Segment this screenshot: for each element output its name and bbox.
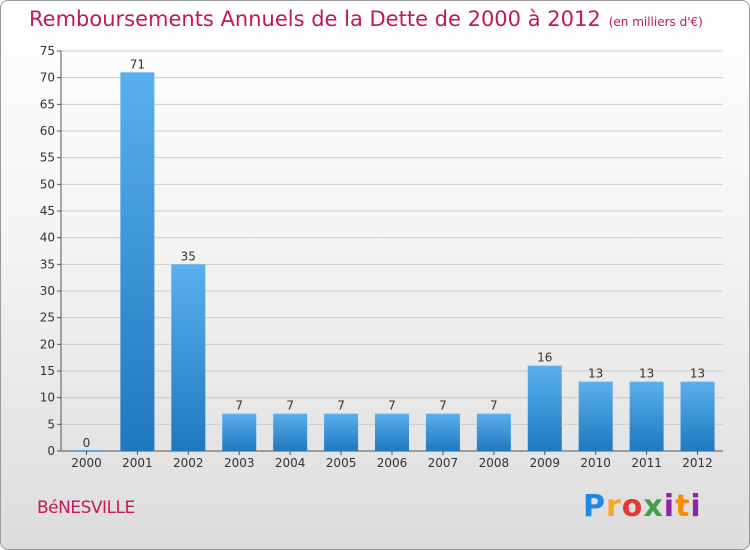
bar [171,264,206,451]
y-tick-label: 20 [40,337,55,351]
y-tick-label: 30 [40,284,55,298]
y-tick-label: 25 [40,311,55,325]
bar-value-label: 16 [537,351,552,365]
y-tick-label: 70 [40,71,55,85]
x-tick-label: 2010 [580,456,611,470]
y-tick-label: 45 [40,204,55,218]
bar-value-label: 13 [639,367,654,381]
bar-value-label: 0 [83,436,91,450]
bar [629,381,664,451]
bar [476,413,511,451]
x-tick-label: 2012 [682,456,713,470]
bar [527,365,562,451]
chart-title-text: Remboursements Annuels de la Dette de 20… [29,7,601,31]
bar-value-label: 7 [235,399,243,413]
x-tick-label: 2005 [326,456,357,470]
bar-value-label: 13 [690,367,705,381]
x-tick-label: 2004 [275,456,306,470]
y-tick-label: 75 [40,44,55,58]
bar [222,413,257,451]
bar-value-label: 7 [388,399,396,413]
bar [680,381,715,451]
chart-title: Remboursements Annuels de la Dette de 20… [29,7,703,31]
x-tick-label: 2009 [529,456,560,470]
chart-unit: (en milliers d'€) [608,15,703,29]
x-tick-label: 2001 [122,456,153,470]
y-tick-label: 5 [47,417,55,431]
commune-name: BéNESVILLE [37,498,135,518]
bar [324,413,359,451]
y-tick-label: 50 [40,177,55,191]
bar [375,413,409,451]
bar-value-label: 7 [490,399,498,413]
bar-value-label: 35 [181,249,196,263]
bar-value-label: 7 [439,399,447,413]
bar-value-label: 7 [286,399,294,413]
bar [273,413,308,451]
bar-value-label: 7 [337,399,345,413]
y-tick-label: 35 [40,257,55,271]
x-tick-label: 2000 [71,456,102,470]
y-tick-label: 10 [40,391,55,405]
y-tick-label: 60 [40,124,55,138]
y-tick-label: 55 [40,151,55,165]
x-tick-label: 2008 [479,456,510,470]
x-tick-label: 2007 [428,456,459,470]
x-tick-label: 2006 [377,456,408,470]
y-tick-label: 65 [40,97,55,111]
y-tick-label: 0 [47,444,55,458]
x-tick-label: 2002 [173,456,204,470]
x-tick-label: 2011 [631,456,662,470]
bar-value-label: 13 [588,367,603,381]
y-tick-label: 40 [40,231,55,245]
bar-value-label: 71 [130,57,145,71]
y-tick-label: 15 [40,364,55,378]
bar [120,72,155,451]
bar [69,450,104,451]
x-tick-label: 2003 [224,456,255,470]
bar [425,413,460,451]
proxiti-logo: Proxiti [583,489,702,524]
bar [578,381,613,451]
